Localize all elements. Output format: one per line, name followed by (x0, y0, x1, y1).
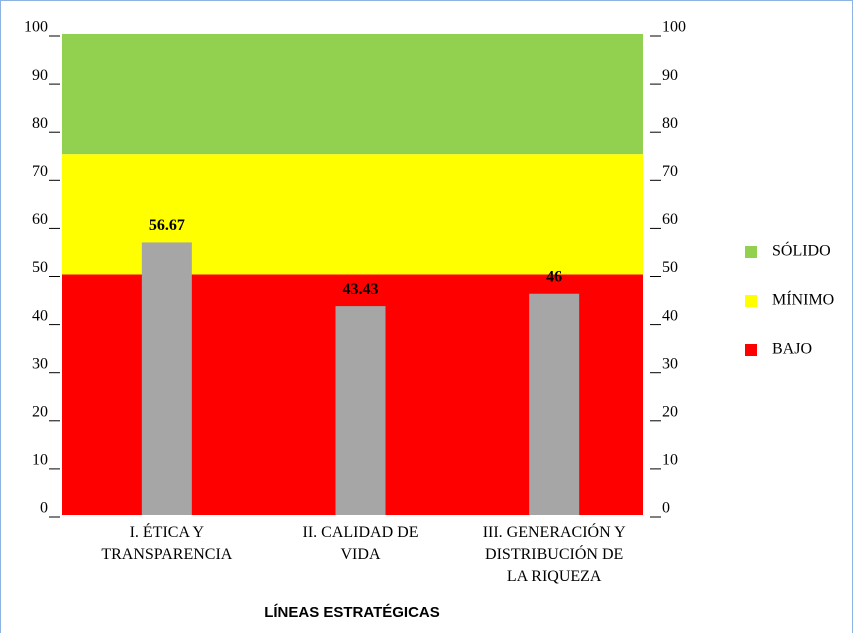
y-tick-label: 10 (32, 452, 48, 469)
y-tick-label: 20 (32, 403, 48, 420)
y2-tick-label: 90 (662, 67, 678, 84)
legend-swatch (745, 246, 757, 258)
bar (141, 242, 192, 515)
y-tick-label: 50 (32, 259, 48, 276)
y2-tick-label: 40 (662, 307, 678, 324)
y-tick-label: 100 (24, 19, 48, 36)
data-label: 46 (546, 268, 562, 285)
y-tick-label: 80 (32, 115, 48, 132)
legend-swatch (745, 344, 757, 356)
bar (335, 306, 386, 515)
x-tick-label: I. ÉTICA Y TRANSPARENCIA (101, 522, 232, 563)
x-axis-title: LÍNEAS ESTRATÉGICAS (264, 604, 440, 621)
y-tick-label: 30 (32, 355, 48, 372)
y-tick-label: 90 (32, 67, 48, 84)
y-tick-label: 70 (32, 163, 48, 180)
y2-tick-label: 70 (662, 163, 678, 180)
y2-tick-label: 0 (662, 500, 670, 517)
y-tick-label: 0 (40, 500, 48, 517)
legend-label: SÓLIDO (772, 241, 831, 260)
data-label: 43.43 (343, 281, 379, 298)
y2-tick-label: 10 (662, 452, 678, 469)
x-tick-label: III. GENERACIÓN Y DISTRIBUCIÓN DE LA RIQUE… (483, 522, 626, 585)
band (62, 34, 643, 155)
legend-label: MÍNIMO (772, 290, 834, 309)
y-tick-label: 60 (32, 211, 48, 228)
y-tick-label: 40 (32, 307, 48, 324)
y2-tick-label: 80 (662, 115, 678, 132)
y2-tick-label: 30 (662, 355, 678, 372)
x-tick-label: II. CALIDAD DE VIDA (303, 524, 419, 563)
y2-tick-label: 20 (662, 403, 678, 420)
bar (529, 293, 580, 515)
y2-tick-label: 50 (662, 259, 678, 276)
legend-label: BAJO (772, 341, 812, 358)
legend-swatch (745, 295, 757, 307)
y2-tick-label: 100 (662, 19, 686, 36)
data-label: 56.67 (149, 217, 185, 234)
y2-tick-label: 60 (662, 211, 678, 228)
